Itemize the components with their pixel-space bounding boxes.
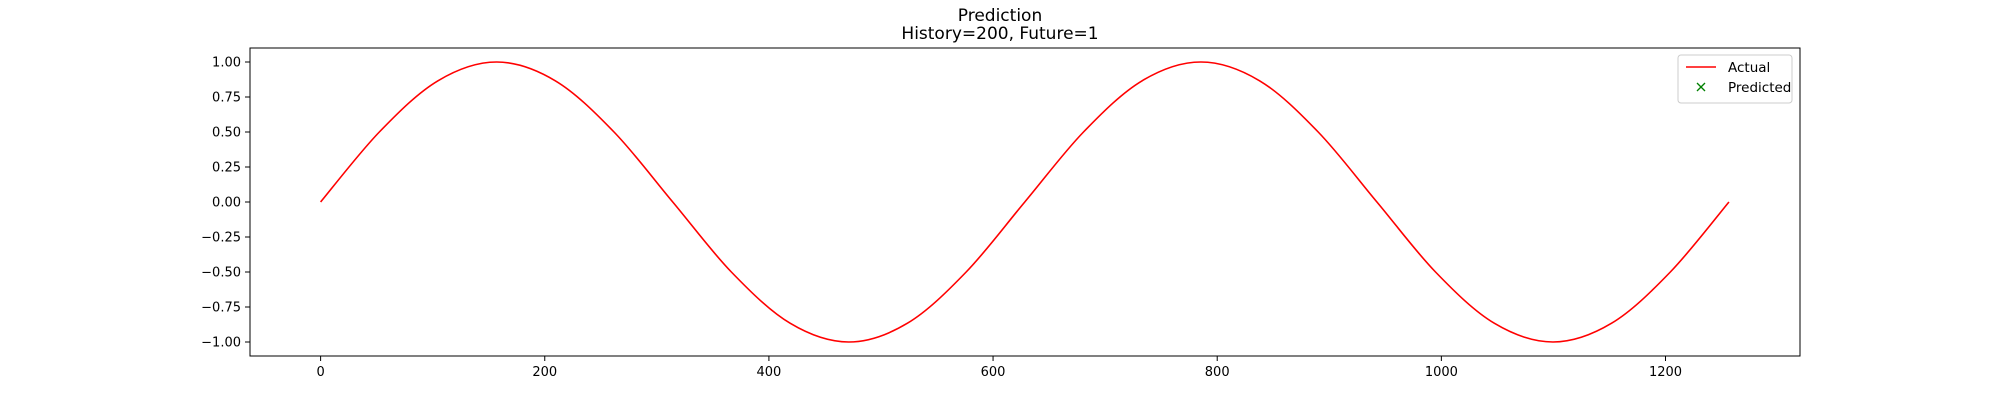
chart-subtitle: History=200, Future=1	[901, 24, 1098, 44]
x-tick-label: 1200	[1649, 365, 1682, 380]
legend-label-predicted: Predicted	[1728, 80, 1791, 96]
y-tick-label: 1.00	[212, 56, 241, 71]
legend: Actual Predicted	[1677, 54, 1793, 104]
y-tick-label: 0.00	[212, 196, 241, 211]
y-tick-label: −0.25	[201, 231, 241, 246]
y-tick-label: −1.00	[201, 336, 241, 351]
y-tick-label: 0.75	[212, 91, 241, 106]
series-line-actual	[319, 61, 1730, 343]
y-tick-label: 0.25	[212, 161, 241, 176]
legend-marker-predicted	[1696, 82, 1706, 92]
y-tick-label: −0.50	[201, 266, 241, 281]
chart-marks: 0 200 400 600 800 1000 1200 1.00 0.75 0.50 0.25 0.0…	[201, 56, 1730, 380]
x-tick-label: 800	[1205, 365, 1230, 380]
legend-label-actual: Actual	[1728, 60, 1770, 76]
x-tick-label: 1000	[1425, 365, 1458, 380]
x-tick-label: 200	[532, 365, 557, 380]
y-tick-label: 0.50	[212, 126, 241, 141]
x-tick-label: 0	[316, 365, 324, 380]
chart-title: Prediction	[958, 6, 1042, 26]
marker-stroke	[1696, 82, 1706, 92]
x-tick-label: 600	[981, 365, 1006, 380]
x-tick-label: 400	[756, 365, 781, 380]
y-tick-label: −0.75	[201, 301, 241, 316]
